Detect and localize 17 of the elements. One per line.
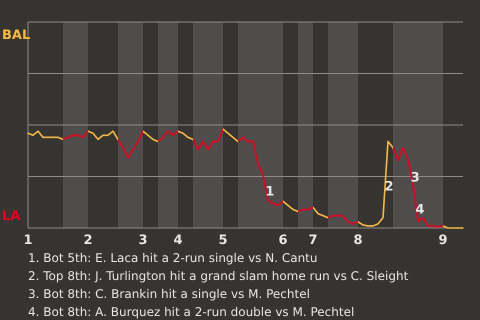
x-tick-label: 2 — [83, 233, 93, 248]
x-tick-label: 4 — [173, 233, 183, 248]
x-tick-label: 1 — [23, 233, 33, 248]
annotation: 1 — [265, 184, 274, 200]
x-tick-label: 3 — [138, 233, 148, 248]
text: 1. Bot 5th: E. Laca hit a 2-run single vs N. Cantu — [28, 251, 318, 265]
annotation: 2 — [384, 180, 394, 195]
text: LA — [2, 209, 20, 224]
text: BAL — [2, 28, 30, 43]
x-tick-label: 7 — [308, 233, 318, 248]
x-tick-label: 9 — [438, 233, 448, 248]
x-tick-label: 6 — [278, 233, 288, 248]
text: 4. Bot 8th: A. Burquez hit a 2-run double vs M. Pechtel — [28, 305, 354, 319]
text: 3. Bot 8th: C. Brankin hit a single vs M. Pechtel — [28, 287, 310, 301]
text: 2. Top 8th: J. Turlington hit a grand slam home run vs C. Sleight — [28, 269, 409, 283]
x-tick-label: 5 — [218, 233, 228, 248]
x-tick-label: 8 — [353, 233, 363, 248]
